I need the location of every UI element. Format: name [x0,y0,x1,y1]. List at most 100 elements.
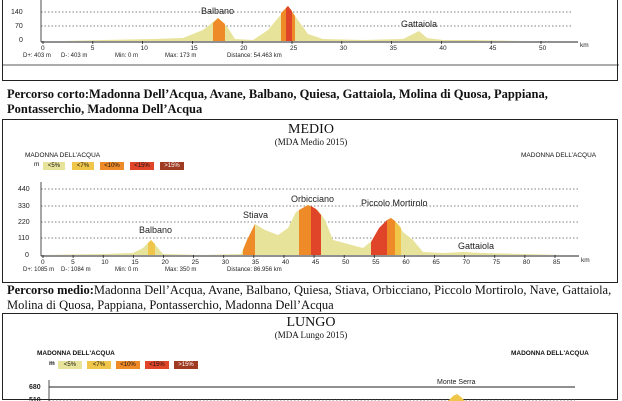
slope-segment [243,224,255,255]
x-tick-label: 60 [402,259,410,266]
x-tick-label: 5 [71,259,75,266]
lungo-profile-panel: LUNGO (MDA Lungo 2015) MADONNA DELL'ACQU… [2,313,618,401]
x-tick-label: 50 [539,45,547,52]
x-tick-label: 35 [252,259,260,266]
peak-label: Balbano [139,225,172,235]
x-tick-label: 55 [372,259,380,266]
section-subtitle: (MDA Lungo 2015) [274,330,348,340]
slope-segment [286,6,292,41]
x-tick-label: 40 [439,45,447,52]
y-tick-label: 70 [15,23,23,30]
x-unit-label: km [580,42,589,49]
x-tick-label: 80 [523,259,531,266]
lungo-peak-area [448,394,465,401]
peak-label: Piccolo Mortirolo [361,198,428,208]
y-tick-label: 510 [29,397,41,401]
legend-slope-7: <7% [72,162,94,170]
x-tick-label: 70 [463,259,471,266]
medio-profile-panel: MEDIO (MDA Medio 2015) MADONNA DELL’ACQU… [2,119,618,283]
slope-segment [311,206,321,255]
desc-label: Percorso medio: [7,283,94,297]
x-tick-label: 45 [312,259,320,266]
y-tick-label: 330 [18,203,30,210]
legend-slope-10: <10% [100,162,124,170]
slope-segment [213,18,225,41]
slope-segment [387,218,395,255]
x-tick-label: 30 [340,45,348,52]
x-tick-label: 0 [41,45,45,52]
desc-text: Madonna Dell’Acqua, Avane, Balbano, Quie… [7,87,548,116]
x-tick-label: 5 [91,45,95,52]
x-tick-label: 10 [101,259,109,266]
y-tick-label: 440 [18,186,30,193]
x-tick-label: 15 [190,45,198,52]
x-tick-label: 40 [282,259,290,266]
stat-min: Min: 0 m [115,53,138,59]
x-tick-label: 50 [342,259,350,266]
x-tick-label: 25 [290,45,298,52]
end-label: MADONNA DELL’ACQUA [521,152,597,159]
x-unit-label: km [581,257,590,264]
section-title: MEDIO [288,122,334,137]
slope-segment [371,220,387,255]
peak-label: Orbicciano [291,194,334,204]
legend-slope-5: <5% [43,162,65,170]
x-tick-label: 85 [553,259,561,266]
x-tick-label: 25 [192,259,200,266]
lungo-elevation-chart: 680 510 Monte Serra [29,379,575,401]
peak-label: Monte Serra [437,379,476,386]
corto-elevation-chart: 140 70 0 0 5 10 15 20 25 30 35 40 45 50 km Balbano… [3,0,619,66]
end-label: MADONNA DELL'ACQUA [511,350,589,357]
desc-label: Percorso corto: [7,87,90,101]
legend-slope-15-plus: >15% [174,361,198,369]
stat-distance: Distance: 86.956 km [227,267,282,273]
medio-elevation-chart: 440 330 220 110 0 0 5 10 15 20 25 30 35 40 45 50 55… [18,182,590,273]
y-tick-label: 680 [29,384,41,391]
corto-description: Percorso corto:Madonna Dell’Acqua, Avane… [7,87,607,117]
peak-label: Gattaiola [458,241,494,251]
stat-d-minus: D-: 403 m [61,53,87,59]
peak-label: Gattaiola [401,19,437,29]
x-tick-label: 0 [41,259,45,266]
x-tick-label: 15 [131,259,139,266]
y-tick-label: 0 [19,37,23,44]
stat-max: Max: 173 m [165,53,196,59]
medio-description: Percorso medio:Madonna Dell’Acqua, Avane… [7,283,615,313]
x-tick-label: 20 [161,259,169,266]
stat-d-plus: D+: 403 m [23,53,51,59]
y-tick-label: 110 [18,235,29,242]
unit-label: m [49,360,55,367]
y-tick-label: 0 [25,252,29,259]
x-tick-label: 35 [390,45,398,52]
legend-slope-15: <15% [130,162,154,170]
peak-label: Stiava [243,210,268,220]
slope-segment [148,240,155,255]
start-label: MADONNA DELL'ACQUA [37,350,115,357]
corto-profile-panel: 140 70 0 0 5 10 15 20 25 30 35 40 45 50 km Balbano… [2,0,619,81]
section-title: LUNGO [286,315,336,330]
x-tick-label: 10 [141,45,149,52]
legend-slope-5: <5% [58,361,82,369]
stat-distance: Distance: 54.463 km [227,53,282,59]
stat-min: Min: 0 m [115,267,138,273]
x-tick-label: 20 [240,45,248,52]
start-label: MADONNA DELL’ACQUA [25,152,101,159]
x-tick-label: 65 [433,259,441,266]
legend-slope-15: <15% [145,361,169,369]
stat-d-plus: D+: 1085 m [23,267,54,273]
y-tick-label: 140 [11,9,23,16]
unit-label: m [34,161,40,168]
y-tick-label: 220 [18,219,30,226]
legend-slope-10: <10% [116,361,140,369]
x-tick-label: 45 [489,45,497,52]
x-tick-label: 75 [493,259,501,266]
stat-max: Max: 350 m [165,267,196,273]
x-tick-label: 30 [222,259,230,266]
stat-d-minus: D-: 1084 m [61,267,91,273]
legend-slope-7: <7% [87,361,111,369]
peak-label: Balbano [201,6,234,16]
section-subtitle: (MDA Medio 2015) [274,137,348,147]
legend-slope-15-plus: >15% [160,162,184,170]
desc-text: Madonna Dell’Acqua, Avane, Balbano, Quie… [7,283,612,312]
slope-segment [395,221,401,255]
